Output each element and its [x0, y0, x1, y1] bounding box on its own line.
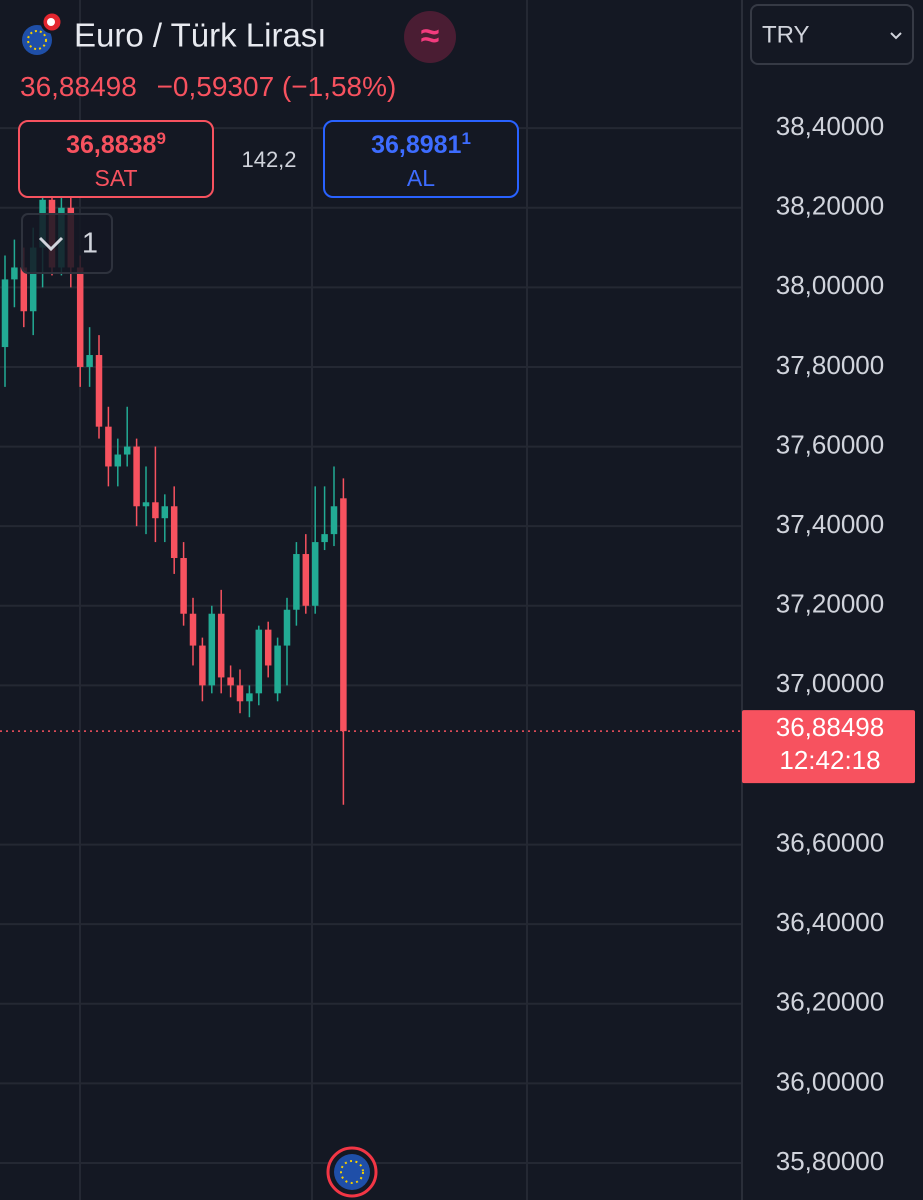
candle-body: [236, 685, 244, 702]
candle-body: [246, 693, 253, 702]
y-tick-label: 36,20000: [776, 987, 884, 1017]
candle-body: [283, 609, 291, 646]
y-tick-label: 38,00000: [776, 270, 884, 300]
sell-button[interactable]: 36,88389 SAT: [18, 120, 214, 198]
candle-body: [123, 446, 131, 455]
price-line: 36,88498 −0,59307 (−1,58%): [20, 71, 396, 102]
candle-body: [29, 247, 37, 312]
candle-body: [133, 446, 140, 507]
candle-body: [255, 629, 263, 694]
y-tick-label: 37,20000: [776, 589, 884, 619]
candle-body: [180, 558, 187, 614]
candle-body: [170, 506, 178, 559]
candle-body: [330, 506, 338, 535]
candle-body: [86, 355, 93, 367]
collapse-button[interactable]: 1: [21, 213, 113, 274]
candle-body: [293, 554, 300, 610]
candle-body: [264, 629, 272, 666]
candle-body: [114, 454, 122, 467]
y-tick-label: 37,60000: [776, 429, 884, 459]
y-tick-label: 35,80000: [776, 1146, 884, 1176]
buy-button[interactable]: 36,89811 AL: [323, 120, 519, 198]
menu-button[interactable]: ≈: [404, 11, 456, 63]
symbol-icon: [22, 10, 64, 55]
last-price: 36,88498: [20, 71, 137, 102]
price-time: 12:42:18: [779, 745, 880, 775]
y-tick-label: 37,80000: [776, 350, 884, 380]
candle-body: [321, 534, 328, 543]
event-icon[interactable]: [326, 1146, 378, 1198]
price-label-box: [742, 710, 915, 784]
candle-body: [340, 498, 347, 732]
candle-body: [11, 267, 18, 280]
candle-body: [311, 542, 319, 606]
y-tick-label: 37,00000: [776, 668, 884, 698]
y-tick-label: 36,40000: [776, 907, 884, 937]
candle-body: [152, 502, 159, 519]
y-tick-label: 38,40000: [776, 111, 884, 141]
candle-body: [142, 502, 150, 507]
y-tick-label: 37,40000: [776, 509, 884, 539]
sell-price-main: 36,8838: [66, 131, 156, 159]
candle-body: [105, 426, 112, 467]
buy-price: 36,89811: [371, 129, 471, 158]
price-label: 36,88498: [776, 712, 884, 742]
collapse-count: 1: [82, 228, 98, 260]
sell-price-pip: 9: [156, 129, 165, 148]
candle-body: [274, 645, 281, 694]
candle-body: [1, 279, 9, 348]
candle-body: [76, 267, 84, 367]
buy-label: AL: [407, 165, 435, 191]
y-tick-label: 36,00000: [776, 1066, 884, 1096]
candle-body: [161, 506, 169, 519]
price-change: −0,59307 (−1,58%): [157, 71, 397, 102]
candles: [1, 175, 347, 805]
symbol-title: Euro / Türk Lirası: [74, 17, 326, 54]
sell-label: SAT: [94, 165, 137, 191]
candle-body: [217, 613, 225, 678]
candle-body: [227, 677, 234, 686]
y-tick-label: 38,20000: [776, 191, 884, 221]
currency-button[interactable]: TRY: [750, 4, 914, 65]
buy-price-main: 36,8981: [371, 131, 461, 159]
candle-body: [199, 645, 206, 686]
buy-price-pip: 1: [461, 129, 470, 148]
candle-body: [302, 554, 310, 606]
svg-text:≈: ≈: [421, 17, 440, 55]
candle-body: [208, 613, 216, 686]
candle-body: [20, 267, 28, 312]
y-tick-label: 36,60000: [776, 827, 884, 857]
spread: 142,2: [241, 147, 296, 172]
currency: TRY: [762, 21, 810, 48]
candle-body: [95, 355, 103, 427]
sell-price: 36,88389: [66, 129, 166, 158]
candle-body: [189, 613, 197, 646]
